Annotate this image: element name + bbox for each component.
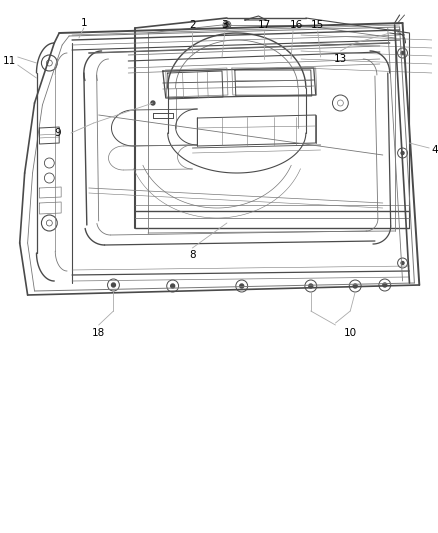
Text: 10: 10 (344, 328, 357, 338)
Text: 4: 4 (431, 145, 438, 155)
Circle shape (151, 101, 155, 105)
Text: 16: 16 (290, 20, 303, 30)
Circle shape (224, 22, 230, 28)
Text: 2: 2 (189, 20, 196, 30)
Text: 18: 18 (92, 328, 105, 338)
Circle shape (401, 262, 404, 264)
Text: 11: 11 (3, 56, 17, 66)
Circle shape (309, 284, 313, 288)
Text: 1: 1 (81, 18, 87, 28)
Text: 13: 13 (334, 54, 347, 64)
Circle shape (383, 283, 387, 287)
Text: 9: 9 (54, 128, 60, 138)
Circle shape (171, 284, 175, 288)
Text: 17: 17 (258, 20, 271, 30)
Text: 8: 8 (189, 250, 196, 260)
Circle shape (112, 283, 116, 287)
Circle shape (401, 151, 404, 155)
Circle shape (240, 284, 244, 288)
Circle shape (401, 52, 404, 54)
Circle shape (353, 284, 357, 288)
Text: 15: 15 (311, 20, 324, 30)
Text: 3: 3 (222, 20, 228, 30)
